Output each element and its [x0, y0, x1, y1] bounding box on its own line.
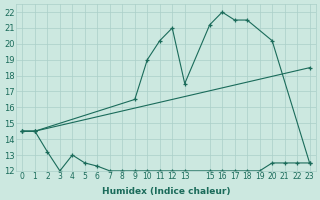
X-axis label: Humidex (Indice chaleur): Humidex (Indice chaleur) [102, 187, 230, 196]
